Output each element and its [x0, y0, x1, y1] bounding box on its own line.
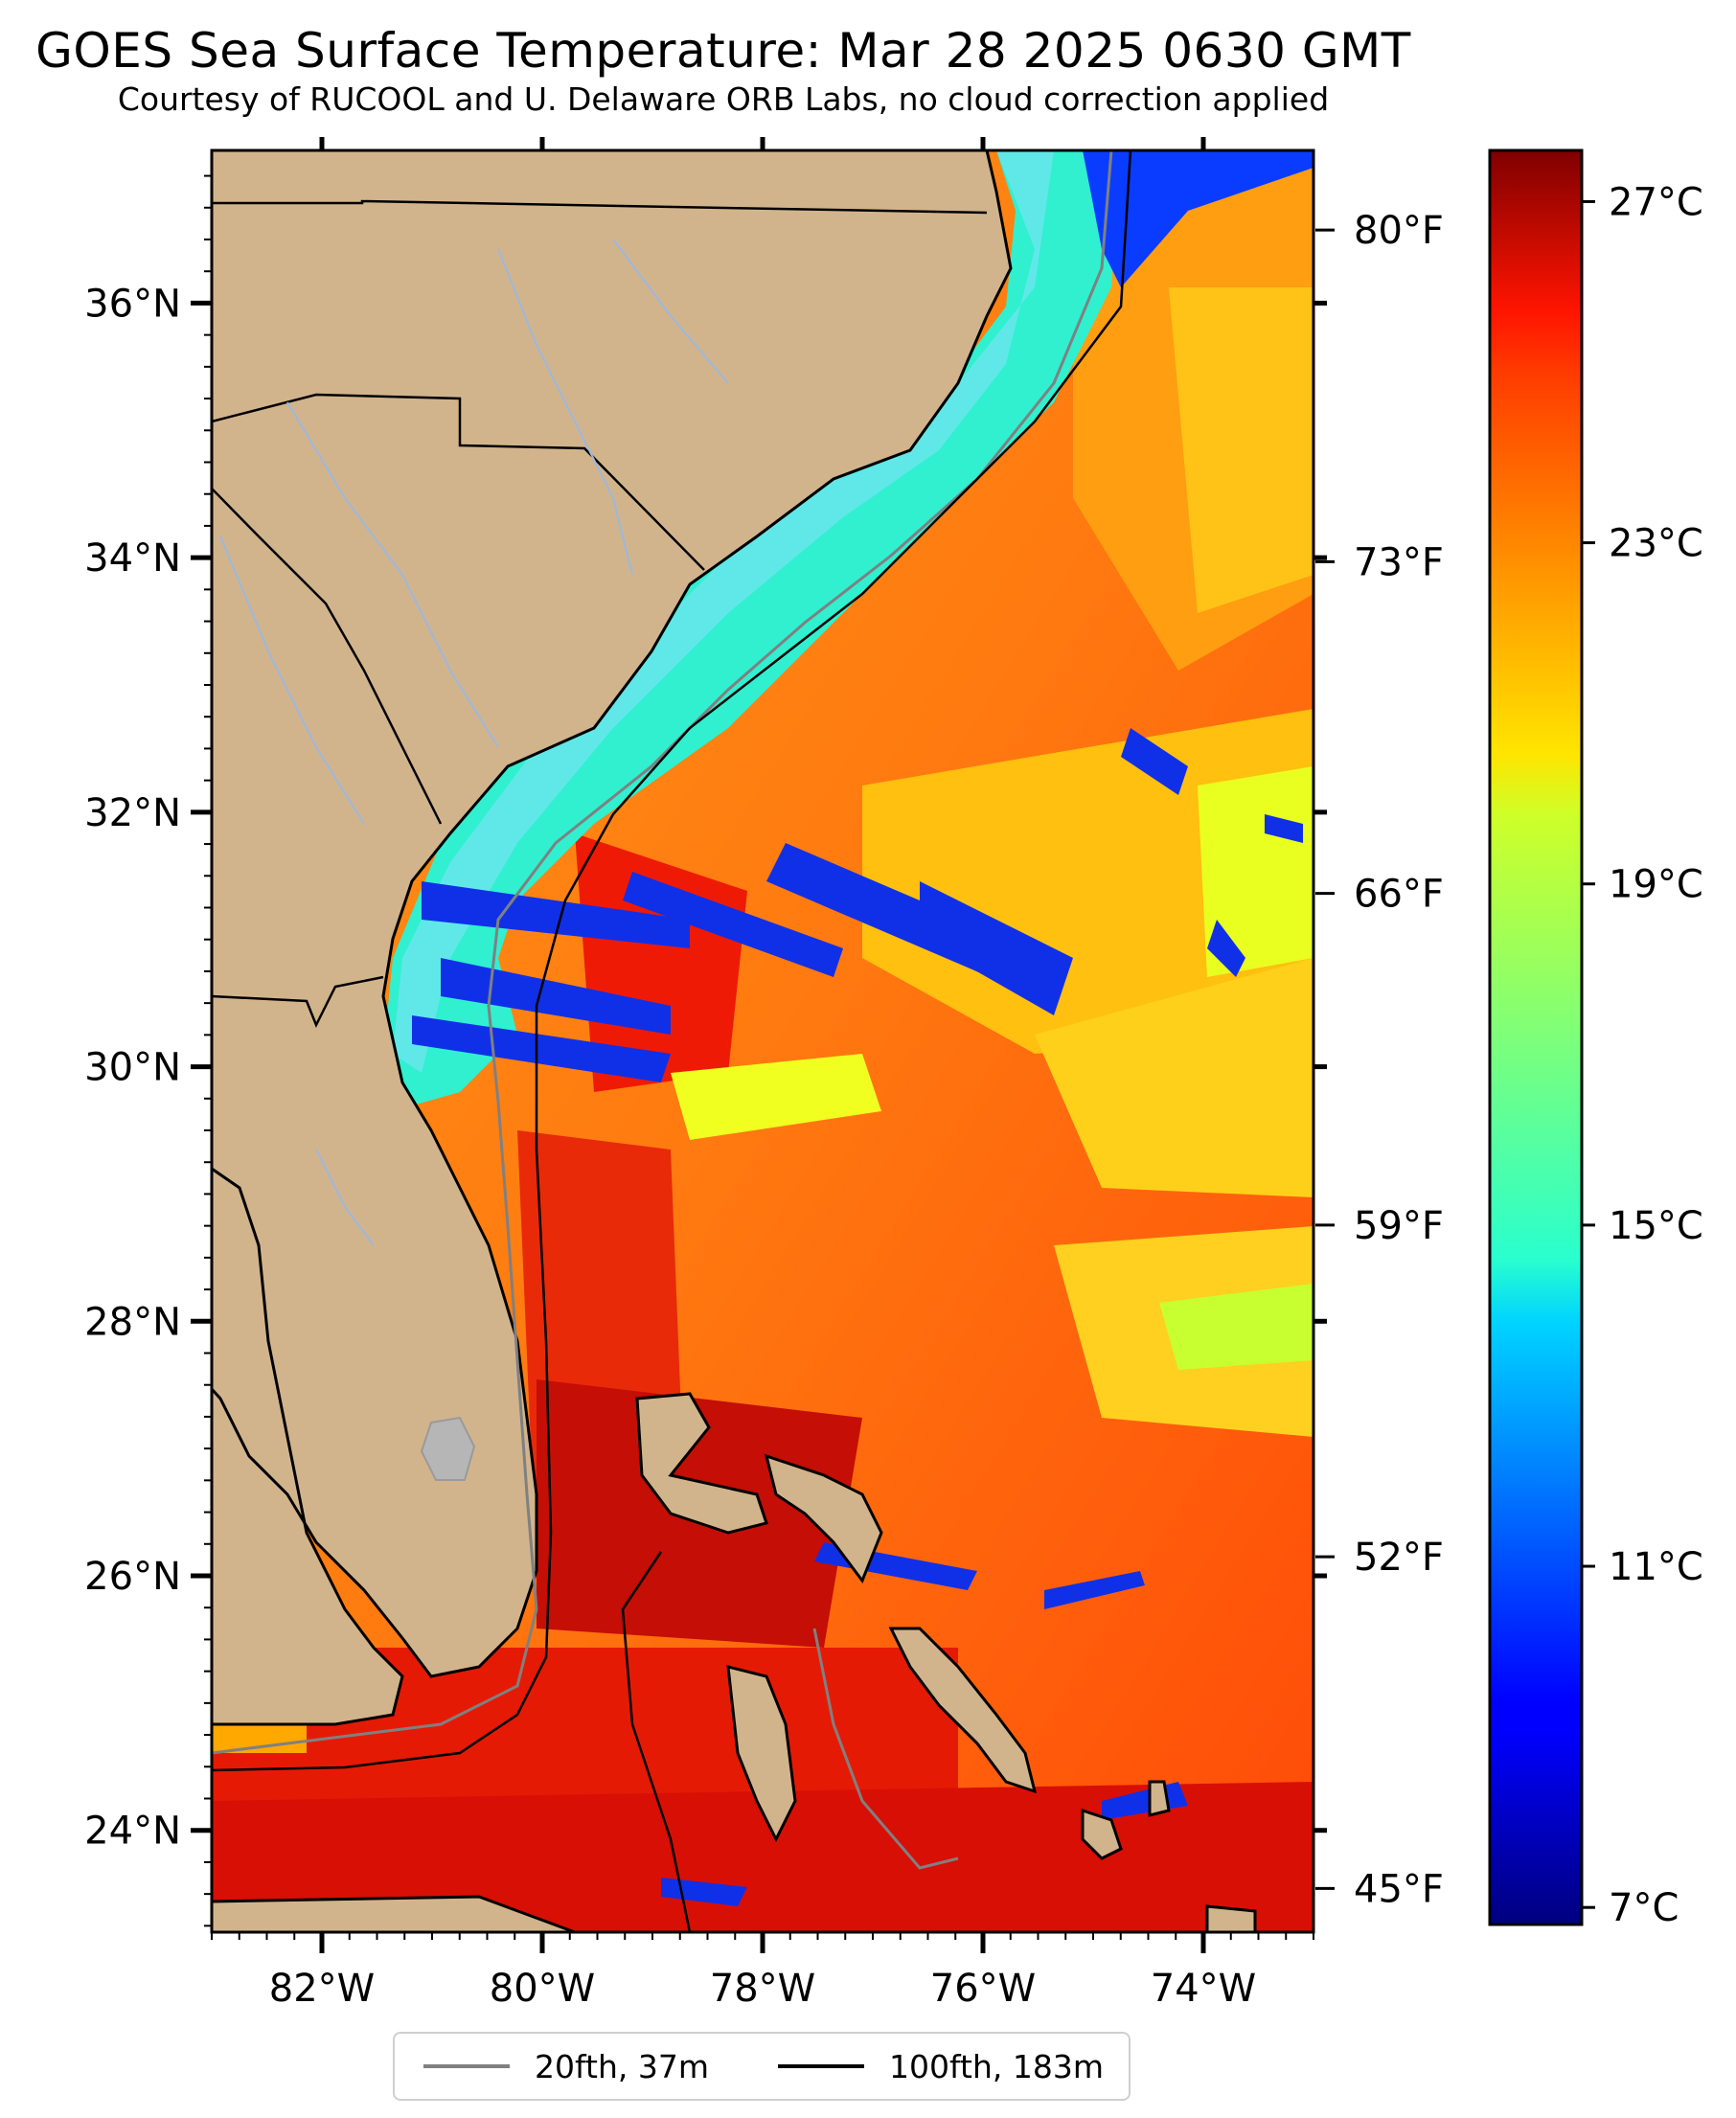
legend-label-100fth: 100fth, 183m — [889, 2047, 1104, 2085]
shelf-contour-bahamas-100fth — [621, 1551, 692, 1932]
lat-tick-label: 30°N — [84, 1046, 181, 1090]
fahrenheit-tick-label: 45°F — [1354, 1867, 1444, 1911]
us-land — [212, 150, 1013, 1726]
legend-label-20fth: 20fth, 37m — [535, 2047, 709, 2085]
shelf-contour-100fth — [212, 150, 1132, 1772]
celsius-tick-label: 11°C — [1609, 1545, 1703, 1589]
legend-line-100fth — [778, 2064, 864, 2068]
lat-tick-label: 36°N — [84, 282, 181, 326]
lon-tick-label: 74°W — [1151, 1967, 1256, 2011]
fahrenheit-tick-label: 59°F — [1354, 1204, 1444, 1248]
fahrenheit-tick-label: 80°F — [1354, 209, 1444, 253]
state-borders — [212, 199, 988, 1029]
lat-tick-label: 34°N — [84, 536, 181, 581]
cold-water-ne — [987, 150, 1313, 287]
legend-item-20fth: 20fth, 37m — [423, 2047, 709, 2085]
lat-tick-label: 24°N — [84, 1810, 181, 1854]
lake-okeechobee — [420, 1416, 476, 1481]
cuba-land — [212, 1895, 576, 1932]
chart-subtitle: Courtesy of RUCOOL and U. Delaware ORB L… — [117, 80, 1330, 118]
lat-tick-label: 28°N — [84, 1300, 181, 1344]
celsius-tick-label: 7°C — [1609, 1886, 1679, 1930]
shelf-contour-bahamas-20fth — [812, 1628, 959, 1870]
legend-item-100fth: 100fth, 183m — [778, 2047, 1104, 2085]
celsius-tick-label: 19°C — [1609, 863, 1703, 907]
lat-tick-label: 26°N — [84, 1555, 181, 1599]
chart-title: GOES Sea Surface Temperature: Mar 28 202… — [35, 23, 1411, 79]
colorbar — [1488, 148, 1584, 1926]
lat-tick-label: 32°N — [84, 791, 181, 835]
cold-streaks — [412, 728, 1303, 1906]
bahamas-islands — [635, 1392, 1257, 1932]
lon-tick-label: 78°W — [710, 1967, 815, 2011]
fahrenheit-tick-label: 73°F — [1354, 540, 1444, 584]
axis-ticks: 36°N 34°N 32°N 30°N 28°N 26°N 24°N 82°W 80°W 78°W… — [84, 137, 1703, 2011]
map-panel — [212, 150, 1313, 1932]
legend-line-20fth — [423, 2064, 510, 2068]
contour-legend: 20fth, 37m 100fth, 183m — [393, 2032, 1131, 2101]
fahrenheit-tick-label: 66°F — [1354, 873, 1444, 917]
nearshore-cold-band — [393, 150, 1054, 1073]
rivers — [219, 239, 729, 1246]
lon-tick-label: 76°W — [930, 1967, 1036, 2011]
fahrenheit-tick-label: 52°F — [1354, 1536, 1444, 1580]
lon-tick-label: 82°W — [269, 1967, 375, 2011]
lon-tick-label: 80°W — [490, 1967, 595, 2011]
celsius-tick-label: 15°C — [1609, 1204, 1703, 1248]
celsius-tick-label: 27°C — [1609, 180, 1703, 224]
celsius-tick-label: 23°C — [1609, 522, 1703, 566]
